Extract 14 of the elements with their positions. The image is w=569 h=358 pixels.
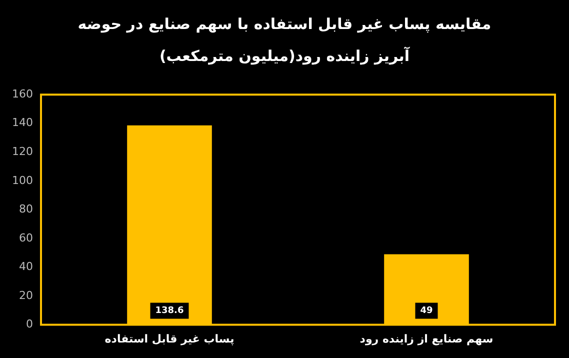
y-tick-label: 140 — [12, 116, 33, 130]
y-tick-label: 0 — [26, 318, 33, 331]
y-tick-label: 20 — [18, 288, 33, 302]
y-tick-label: 120 — [12, 145, 33, 158]
y-tick-label: 60 — [18, 231, 33, 244]
x-tick-label: سهم صنایع از زاینده رود — [360, 332, 494, 346]
data-label: 49 — [420, 306, 433, 316]
y-tick-label: 100 — [12, 174, 33, 187]
x-tick-label: پساب غیر قابل استفاده — [104, 332, 234, 346]
y-tick-label: 40 — [18, 260, 33, 274]
data-label: 138.6 — [155, 306, 184, 316]
y-tick-label: 80 — [18, 202, 33, 216]
y-tick-label: 160 — [12, 87, 33, 100]
chart-title: مقایسه پساب غیر قابل استفاده با سهم صنایع در حوضه آبریز زاینده رود(میلیون مترمکعب) — [76, 14, 492, 67]
